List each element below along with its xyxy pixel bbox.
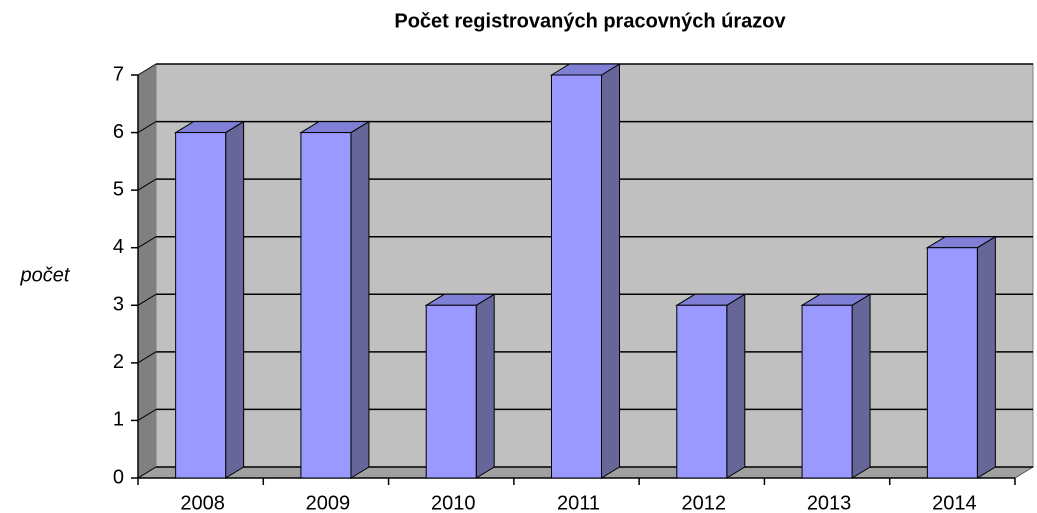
x-tick-label: 2011: [557, 492, 600, 513]
y-tick-label: 0: [113, 466, 124, 488]
grid-line: [137, 409, 157, 421]
y-tick-label: 3: [113, 294, 124, 316]
x-tick-label: 2014: [932, 492, 977, 513]
grid-line: [137, 63, 157, 76]
bar: [175, 132, 227, 479]
bar-side: [475, 293, 495, 479]
grid-line: [137, 178, 157, 191]
y-tick-label: 4: [113, 236, 124, 258]
bar: [801, 304, 853, 479]
y-tick-label: 1: [113, 409, 124, 431]
bar-side: [225, 120, 245, 479]
x-tick-label: 2009: [306, 492, 351, 513]
bar: [551, 74, 602, 479]
side-wall: [138, 64, 156, 478]
bar: [926, 247, 978, 479]
bar: [425, 304, 477, 479]
bar-side: [726, 293, 746, 479]
bar-side: [851, 293, 871, 479]
grid-line: [137, 236, 157, 249]
x-tick-label: 2008: [180, 492, 225, 513]
chart-title: Počet registrovaných pracovných úrazov: [394, 10, 786, 32]
bar-side: [601, 63, 620, 479]
x-tick-label: 2013: [807, 492, 852, 513]
grid-line: [137, 466, 157, 479]
y-tick-label: 2: [113, 351, 124, 373]
bar-side: [976, 235, 996, 479]
x-tick-label: 2012: [682, 492, 727, 513]
bar: [300, 132, 352, 479]
grid-line: [137, 293, 157, 306]
grid-line: [137, 351, 157, 364]
grid-line: [137, 121, 157, 133]
y-tick-label: 5: [113, 178, 124, 200]
bar: [676, 304, 728, 479]
y-axis-label: počet: [20, 264, 71, 286]
y-tick-label: 7: [113, 63, 124, 85]
bar-side: [350, 120, 370, 479]
x-tick-label: 2010: [431, 492, 476, 513]
y-tick-label: 6: [113, 121, 124, 143]
